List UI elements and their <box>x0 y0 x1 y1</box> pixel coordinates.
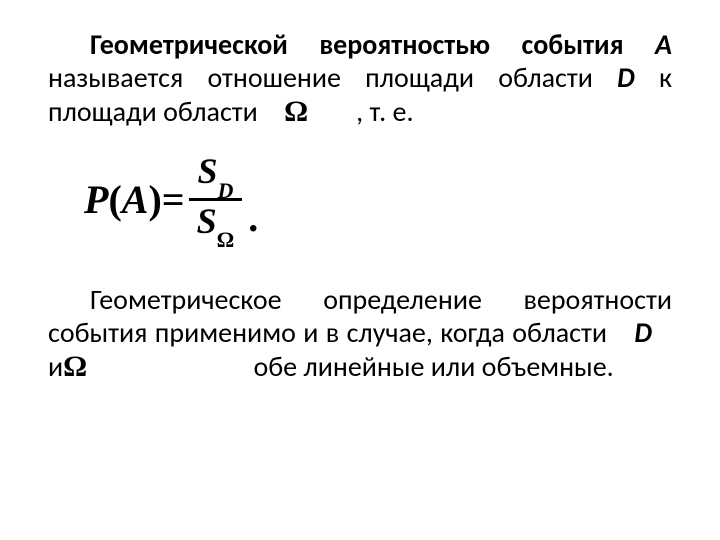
paren-open: ( <box>108 176 121 223</box>
formula-block: P(A) = SD SΩ . <box>84 153 672 245</box>
denominator: SΩ <box>189 203 243 245</box>
term-bold: Геометрической вероятностью события <box>90 27 655 62</box>
S-den: S <box>197 201 217 241</box>
note-D: D <box>634 315 652 350</box>
slide: Геометрической вероятностью события А на… <box>0 0 720 540</box>
event-A: А <box>655 27 672 62</box>
fraction: SD SΩ <box>189 153 243 245</box>
equals: = <box>162 176 185 223</box>
paragraph-note: Геометрическое определение вероятности с… <box>48 283 672 384</box>
sub-D: D <box>217 178 233 203</box>
note-text-2: обе линейные или объемные. <box>247 349 614 384</box>
period: . <box>248 194 258 241</box>
sub-omega: Ω <box>217 227 235 252</box>
def-text-1: называется отношение площади области <box>48 60 617 95</box>
note-and: и <box>48 349 63 384</box>
paragraph-definition: Геометрической вероятностью события А на… <box>48 28 672 129</box>
note-text-1: Геометрическое определение вероятности с… <box>48 282 672 350</box>
formula-A: A <box>122 176 149 223</box>
omega-icon: Ω <box>284 95 308 128</box>
omega-icon: Ω <box>63 350 87 383</box>
region-D: D <box>617 60 635 95</box>
paren-close: ) <box>148 176 161 223</box>
S-num: S <box>197 151 217 191</box>
numerator: SD <box>189 153 241 195</box>
def-tail: , т. е. <box>356 94 413 129</box>
formula: P(A) = SD SΩ . <box>84 153 258 245</box>
formula-P: P <box>84 176 108 223</box>
